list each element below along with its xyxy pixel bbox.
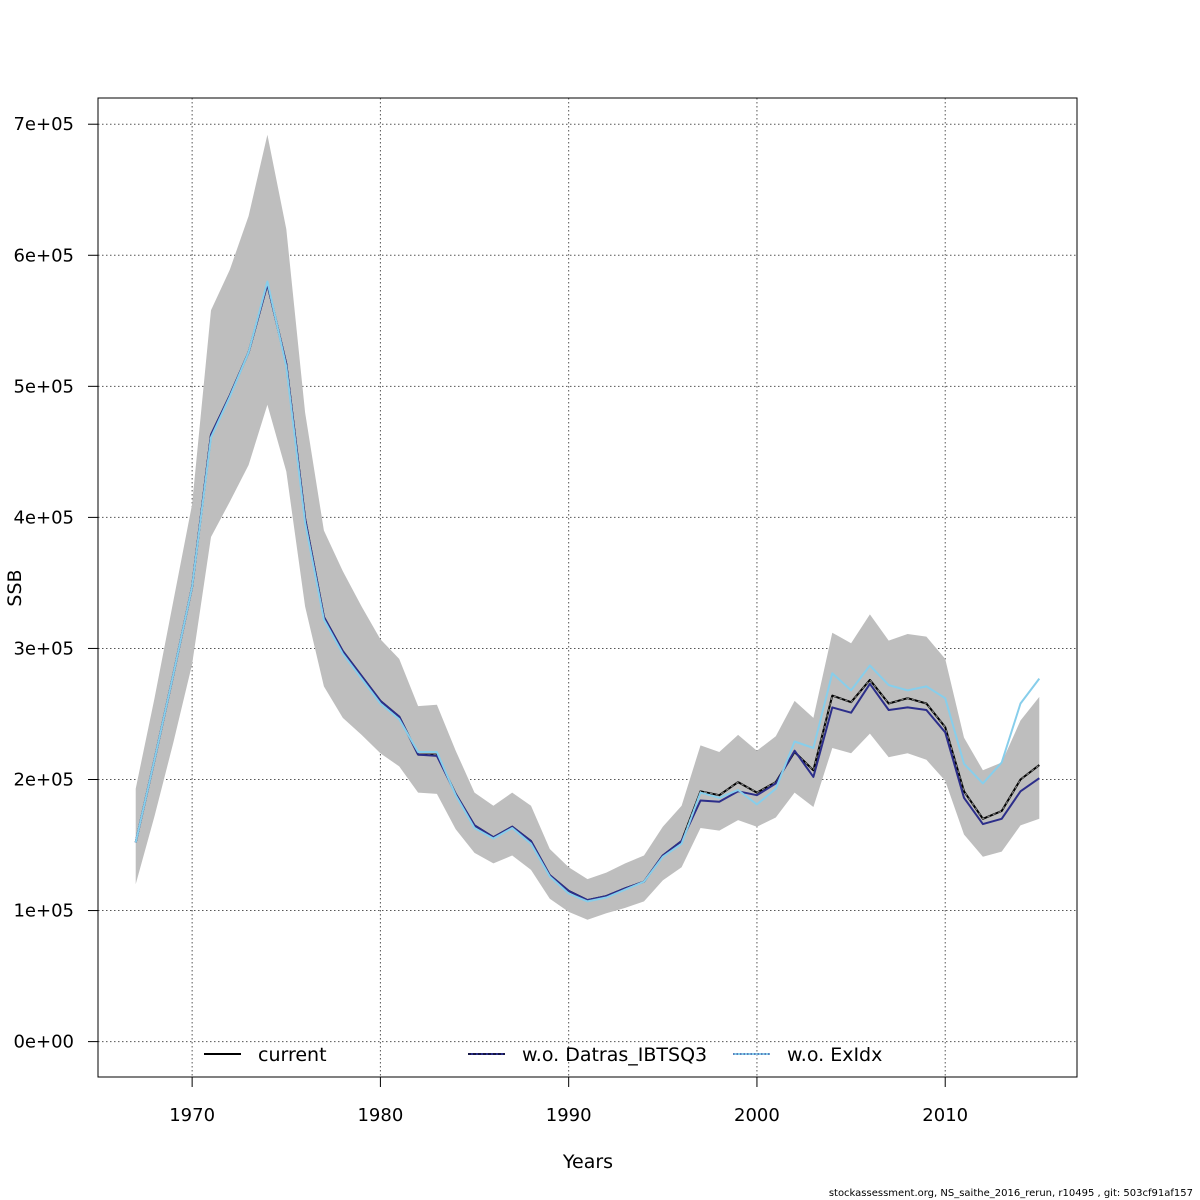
legend-label: current [258,1044,327,1066]
y-axis: 0e+00 1e+05 2e+05 3e+05 4e+05 5e+05 6e+05 7e+05 [13,114,98,1053]
confidence-band-area [135,134,1040,920]
series-lines [134,280,1041,903]
y-tick-label: 5e+05 [13,376,74,397]
y-tick-label: 3e+05 [13,638,74,659]
series-line-wo-exidx [134,280,1041,903]
y-tick-label: 1e+05 [13,901,74,922]
x-tick-label: 2010 [922,1105,968,1126]
x-tick-label: 1990 [546,1105,592,1126]
plot-frame [97,97,1078,1078]
x-tick-label: 2000 [734,1105,780,1126]
x-axis: 1970 1980 1990 2000 2010 [169,1077,968,1126]
y-tick-label: 7e+05 [13,114,74,135]
legend-label: w.o. ExIdx [787,1044,882,1066]
x-tick-label: 1980 [357,1105,403,1126]
legend: current w.o. Datras_IBTSQ3 w.o. ExIdx [204,1044,882,1066]
y-tick-label: 4e+05 [13,507,74,528]
footer-credit: stockassessment.org, NS_saithe_2016_reru… [829,1188,1193,1199]
legend-label: w.o. Datras_IBTSQ3 [522,1044,707,1066]
y-tick-label: 6e+05 [13,245,74,266]
x-tick-label: 1970 [169,1105,215,1126]
confidence-band [135,134,1040,920]
y-tick-label: 2e+05 [13,769,74,790]
x-axis-title: Years [562,1151,613,1173]
y-tick-label: 0e+00 [13,1032,74,1053]
y-axis-title: SSB [4,569,26,606]
